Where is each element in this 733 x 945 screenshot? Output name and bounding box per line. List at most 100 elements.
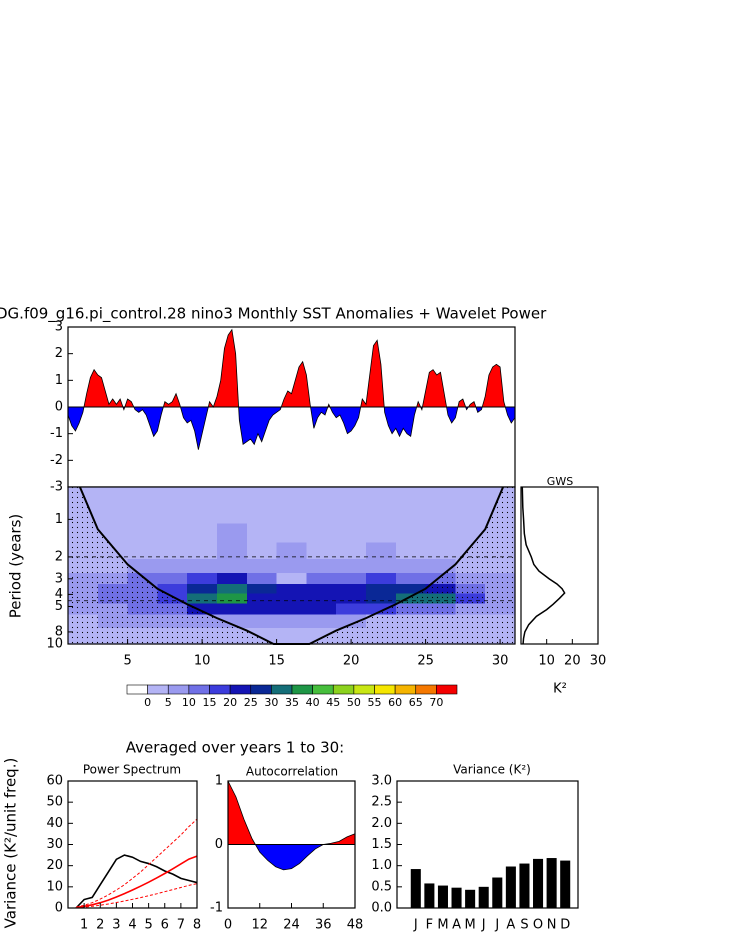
x-tick-label: 20	[343, 654, 360, 669]
power-cell	[97, 487, 129, 504]
power-cell	[336, 583, 367, 595]
series-line	[76, 883, 197, 908]
panel-title: GWS	[547, 475, 573, 488]
power-cell	[246, 614, 278, 629]
y-tick-label: -2	[50, 453, 63, 468]
power-cell	[187, 487, 218, 504]
power-cell	[425, 502, 456, 525]
x-tick-label: S	[520, 918, 528, 933]
x-tick-label: 24	[283, 918, 300, 933]
power-cell	[395, 502, 427, 525]
power-cell	[246, 523, 278, 543]
y-tick-label: 0	[55, 901, 63, 916]
y-tick-label: 2.5	[371, 795, 392, 810]
x-tick-label: 10	[538, 654, 555, 669]
y-tick-label: 2	[55, 346, 63, 361]
power-cell	[366, 542, 397, 560]
x-tick-label: 12	[251, 918, 268, 933]
y-tick-label: 60	[46, 774, 63, 789]
colorbar-label: 40	[306, 696, 320, 709]
power-cell	[157, 523, 188, 543]
power-cell	[217, 572, 248, 585]
gws-line	[521, 486, 566, 645]
power-cell	[217, 558, 248, 574]
power-cell	[306, 523, 337, 543]
power-cell	[187, 558, 218, 574]
coi-stipple	[68, 487, 515, 644]
y-tick-label: 0.0	[371, 901, 392, 916]
colorbar-label: 10	[182, 696, 196, 709]
power-cell	[157, 502, 188, 525]
power-cell	[217, 593, 248, 604]
area-outline	[227, 780, 356, 871]
power-cell	[336, 593, 367, 604]
power-cell	[217, 502, 248, 525]
x-tick-label: 7	[177, 918, 185, 933]
x-tick-label: 10	[194, 654, 211, 669]
colorbar-box	[126, 684, 148, 695]
panel-title: Variance (K²)	[453, 763, 531, 777]
x-tick-label: 3	[112, 918, 120, 933]
power-cell	[306, 487, 337, 504]
colorbar-box	[271, 684, 293, 695]
power-cell	[276, 523, 307, 543]
x-tick-label: J	[494, 918, 499, 933]
power-cell	[306, 558, 337, 574]
power-cell	[336, 603, 367, 616]
y-tick-label: 1.5	[371, 837, 392, 852]
colorbar-label: 25	[244, 696, 258, 709]
y-tick-label: 30	[46, 837, 63, 852]
y-tick-label: 8	[55, 624, 63, 639]
colorbar-label: 0	[144, 696, 151, 709]
power-cell	[217, 583, 248, 595]
power-cell	[366, 487, 397, 504]
power-cell	[246, 572, 278, 585]
y-tick-label: 1	[55, 512, 63, 527]
section-heading: Averaged over years 1 to 30:	[126, 739, 344, 757]
negative-area	[68, 407, 515, 450]
y-tick-label: 10	[46, 637, 63, 652]
y-tick-label: 1	[215, 774, 223, 789]
colorbar-label: 70	[429, 696, 443, 709]
colorbar-box	[374, 684, 396, 695]
y-tick-label: 1	[55, 373, 63, 388]
x-tick-label: 20	[564, 654, 581, 669]
negative-area	[228, 844, 355, 870]
x-tick-label: 4	[128, 918, 136, 933]
chart-title: DG.f09_g16.pi_control.28 nino3 Monthly S…	[0, 305, 547, 324]
power-cell	[217, 603, 248, 616]
power-cell	[246, 487, 278, 504]
series-line	[75, 855, 197, 908]
power-cell	[187, 542, 218, 560]
y-axis-label: Variance (K²/unit freq.)	[2, 758, 20, 929]
colorbar-box	[188, 684, 210, 695]
power-cell	[276, 614, 307, 629]
power-cell	[425, 542, 456, 560]
power-cell	[276, 558, 307, 574]
power-cell	[157, 583, 188, 595]
colorbar-label: 65	[409, 696, 423, 709]
power-cell	[336, 542, 367, 560]
colorbar-label: 15	[203, 696, 217, 709]
panel-title: Autocorrelation	[246, 765, 338, 779]
y-tick-label: 3	[55, 571, 63, 586]
y-tick-label: -3	[50, 480, 63, 495]
power-cell	[246, 502, 278, 525]
x-tick-label: 6	[161, 918, 169, 933]
power-cell	[187, 603, 218, 616]
y-tick-label: -1	[210, 901, 223, 916]
x-tick-label: 1	[80, 918, 88, 933]
plot-frame	[67, 780, 198, 909]
y-tick-label: 5	[55, 599, 63, 614]
power-cell	[366, 558, 397, 574]
power-cell	[306, 603, 337, 616]
power-cell	[366, 502, 397, 525]
bar	[410, 869, 421, 908]
power-cell	[276, 542, 307, 560]
power-cell	[157, 487, 188, 504]
colorbar-box	[394, 684, 417, 695]
x-tick-label: 36	[315, 918, 332, 933]
positive-area	[68, 329, 515, 407]
power-cell	[217, 523, 248, 543]
power-cell	[306, 502, 337, 525]
